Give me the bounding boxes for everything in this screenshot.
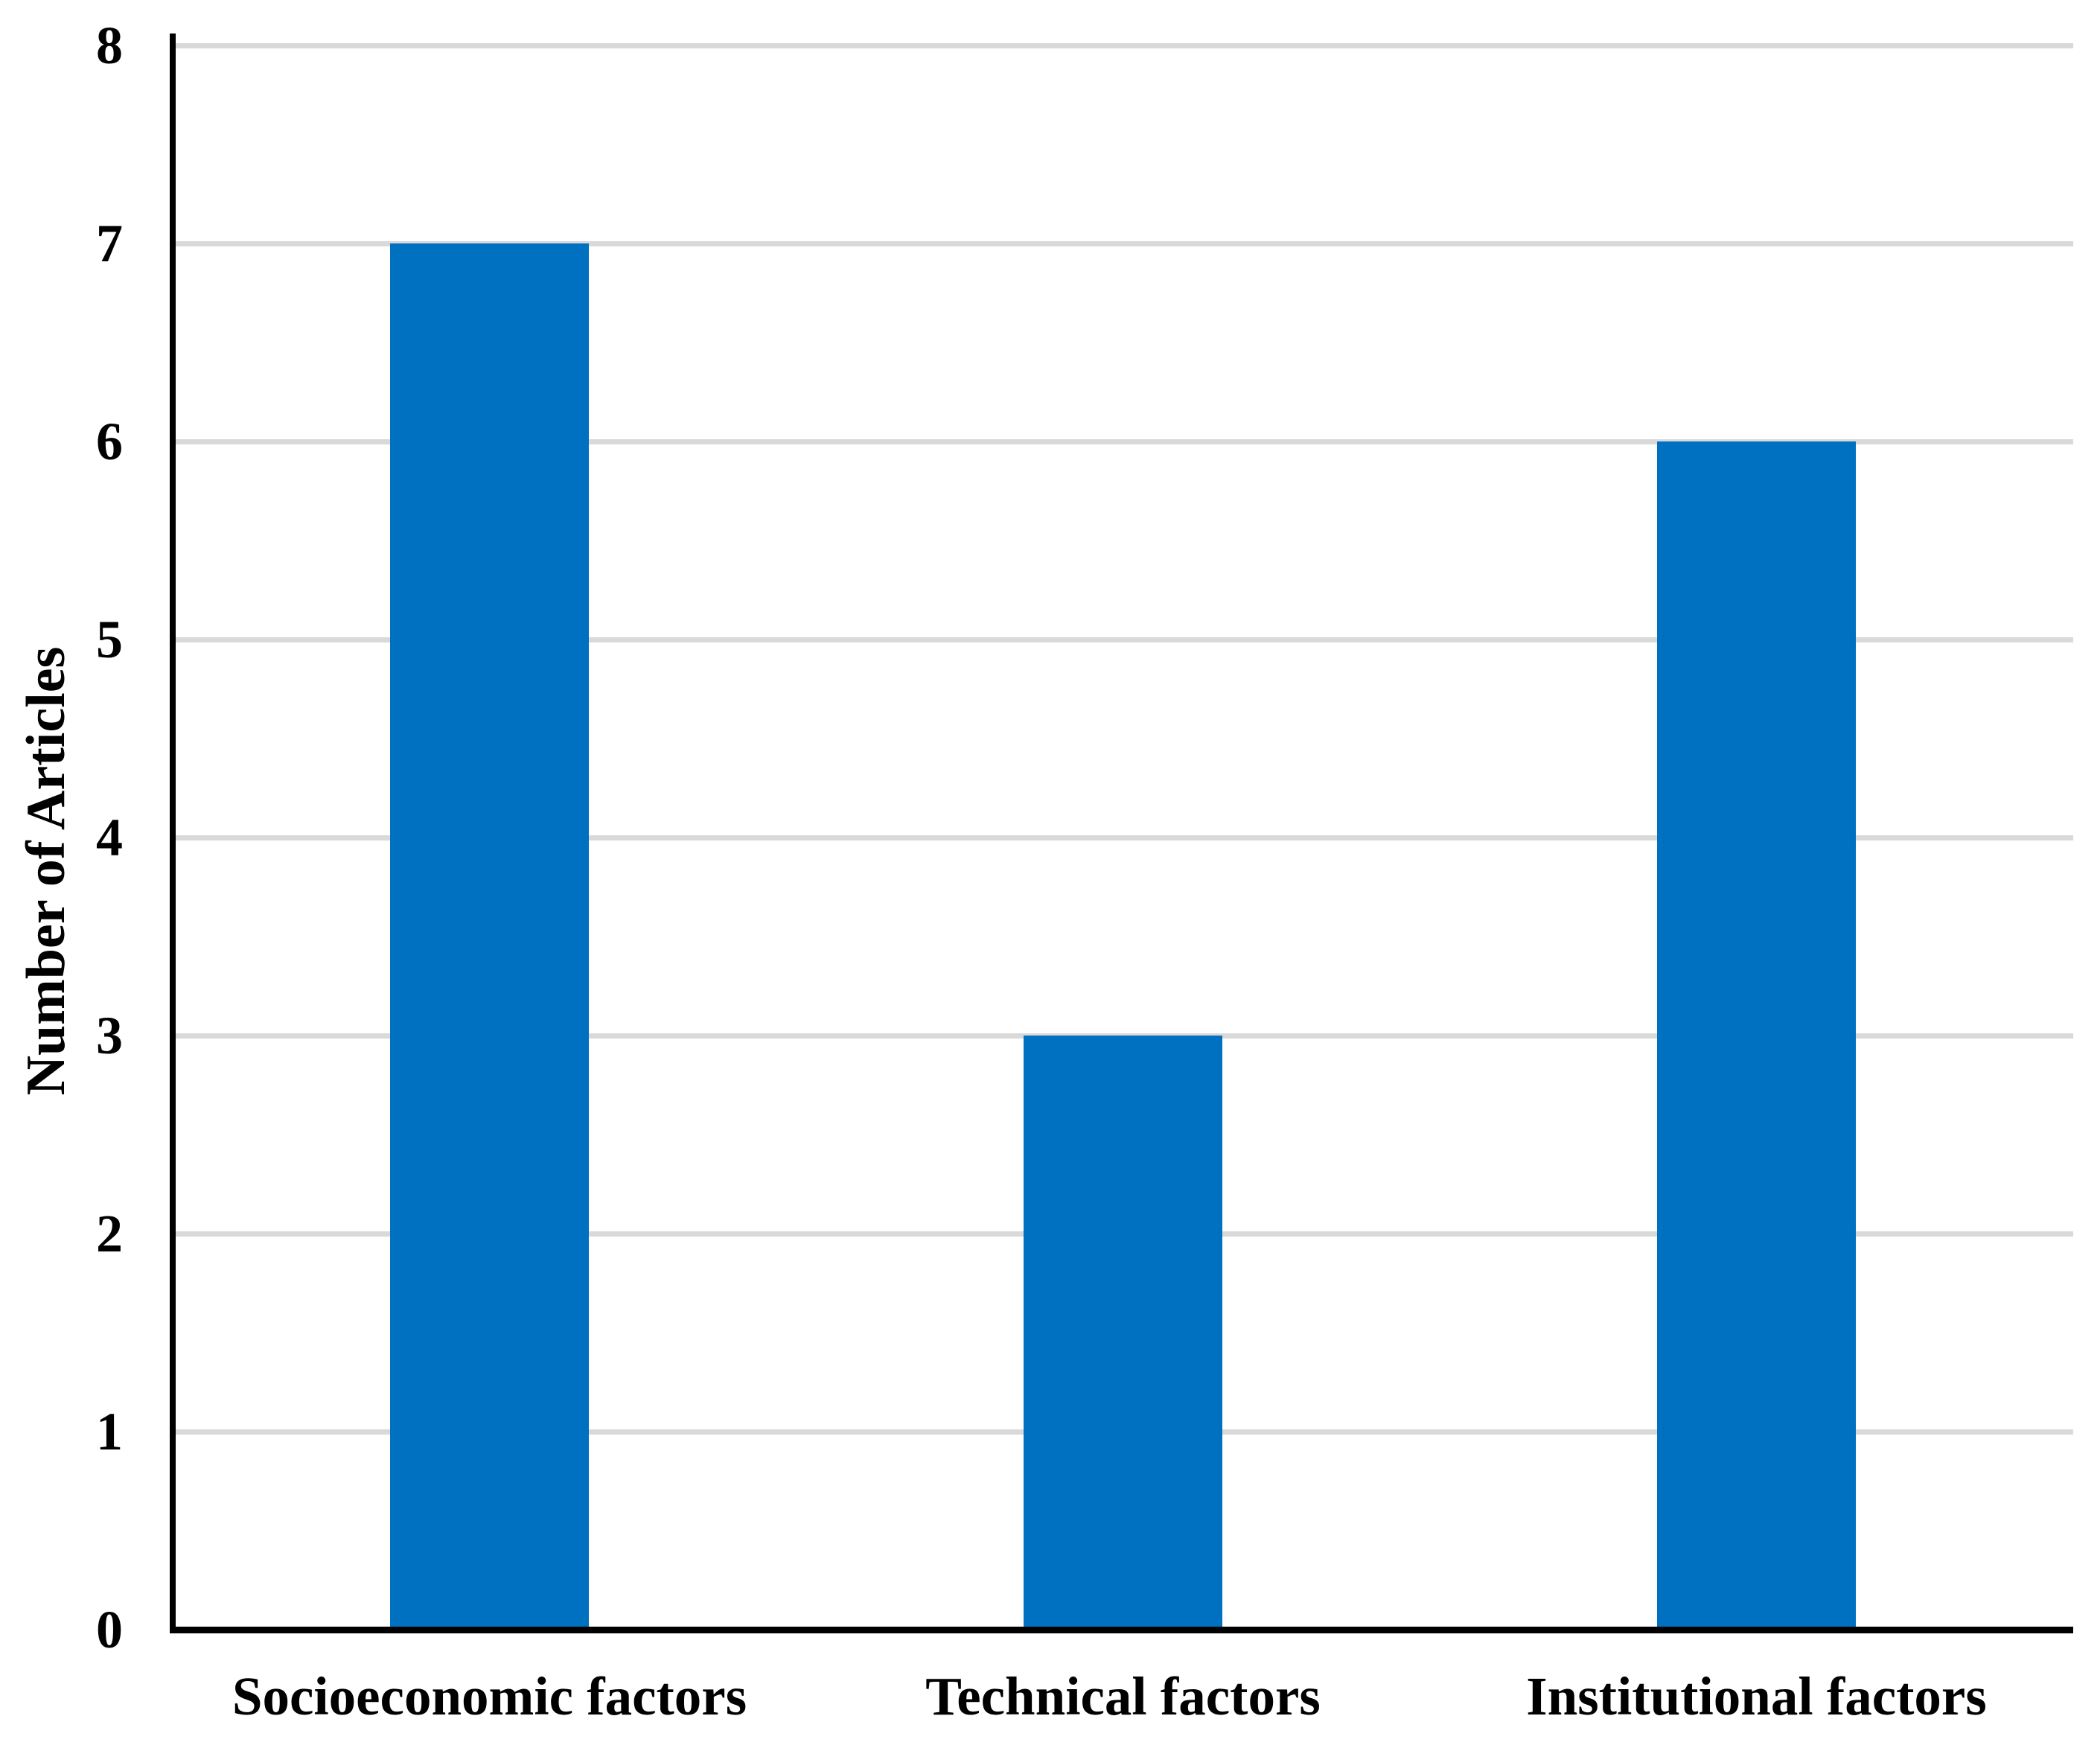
plot-area <box>173 43 2073 1630</box>
gridline <box>173 637 2073 642</box>
y-tick-label: 3 <box>96 1006 123 1065</box>
bar-institutional-factors <box>1657 441 1856 1630</box>
y-axis-line <box>170 34 176 1633</box>
y-tick-label: 1 <box>96 1402 123 1461</box>
bar-socioeconomic-factors <box>390 243 589 1630</box>
gridline <box>173 241 2073 246</box>
x-axis-line <box>170 1627 2073 1633</box>
y-tick-label: 2 <box>96 1204 123 1263</box>
y-tick-label: 5 <box>96 610 123 669</box>
x-category-label: Institutional factors <box>1526 1666 1987 1726</box>
y-tick-label: 0 <box>96 1600 123 1659</box>
y-tick-label: 6 <box>96 412 123 471</box>
bar-technical-factors <box>1024 1036 1222 1630</box>
x-category-label: Technical factors <box>925 1666 1321 1726</box>
y-tick-label: 4 <box>96 808 123 867</box>
y-tick-label: 8 <box>96 16 123 75</box>
gridline <box>173 835 2073 840</box>
y-tick-label: 7 <box>96 214 123 273</box>
x-category-label: Socioeconomic factors <box>232 1666 747 1726</box>
gridline <box>173 439 2073 444</box>
gridline <box>173 43 2073 48</box>
